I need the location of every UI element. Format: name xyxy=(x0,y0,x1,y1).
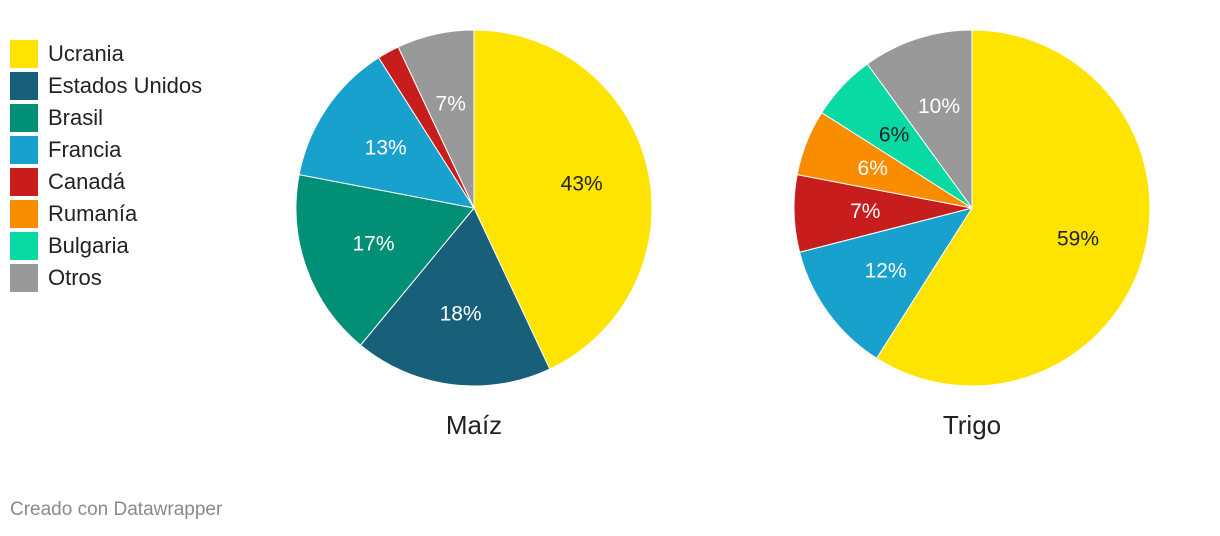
pie-slice xyxy=(473,29,653,370)
slice-label: 18% xyxy=(440,303,482,326)
pie-charts: 43% 18% 17% 13% 7% Maíz 59% 12% 7% 6% 6% 10% Trigo xyxy=(295,29,1151,440)
legend-label: Rumanía xyxy=(48,201,138,226)
legend-swatch xyxy=(10,72,38,100)
pie-slice xyxy=(295,174,475,346)
legend: Ucrania Estados Unidos Brasil Francia Canadá… xyxy=(10,38,202,294)
legend-label: Canadá xyxy=(48,169,126,194)
legend-swatch xyxy=(10,40,38,68)
legend-item: Otros xyxy=(10,262,202,294)
pie-chart: 43% 18% 17% 13% 7% Maíz xyxy=(295,29,653,440)
pie-slice xyxy=(359,207,551,387)
pie-title: Trigo xyxy=(943,410,1001,440)
slice-label: 13% xyxy=(365,137,407,160)
legend-item: Rumanía xyxy=(10,198,202,230)
slice-label: 7% xyxy=(436,92,466,115)
legend-swatch xyxy=(10,232,38,260)
legend-swatch xyxy=(10,104,38,132)
pie-chart: 59% 12% 7% 6% 6% 10% Trigo xyxy=(793,29,1151,440)
legend-label: Brasil xyxy=(48,105,104,130)
legend-item: Ucrania xyxy=(10,38,202,70)
legend-label: Estados Unidos xyxy=(48,73,203,98)
pie-slice xyxy=(397,29,475,209)
legend-swatch xyxy=(10,200,38,228)
slice-label: 6% xyxy=(879,123,909,146)
legend-swatch xyxy=(10,168,38,196)
legend-swatch xyxy=(10,136,38,164)
legend-label: Ucrania xyxy=(48,41,124,66)
pie-slice xyxy=(798,207,974,359)
legend-item: Canadá xyxy=(10,166,202,198)
slice-label: 59% xyxy=(1057,227,1099,250)
legend-item: Bulgaria xyxy=(10,230,202,262)
legend-label: Bulgaria xyxy=(48,233,129,258)
pie-slice xyxy=(866,29,973,210)
slice-label: 10% xyxy=(918,95,960,118)
legend-item: Francia xyxy=(10,134,202,166)
pie-slice xyxy=(298,57,476,209)
legend-swatch xyxy=(10,264,38,292)
slice-label: 7% xyxy=(850,200,880,223)
slice-label: 17% xyxy=(352,233,394,256)
legend-item: Estados Unidos xyxy=(10,70,202,102)
pie-title: Maíz xyxy=(446,410,502,440)
legend-label: Otros xyxy=(48,265,102,290)
slice-label: 6% xyxy=(858,157,888,180)
pie-slice xyxy=(875,29,1151,387)
slice-label: 43% xyxy=(561,172,603,195)
slice-label: 12% xyxy=(865,259,907,282)
footer-credit: Creado con Datawrapper xyxy=(10,499,223,520)
legend-item: Brasil xyxy=(10,102,202,134)
legend-label: Francia xyxy=(48,137,122,162)
